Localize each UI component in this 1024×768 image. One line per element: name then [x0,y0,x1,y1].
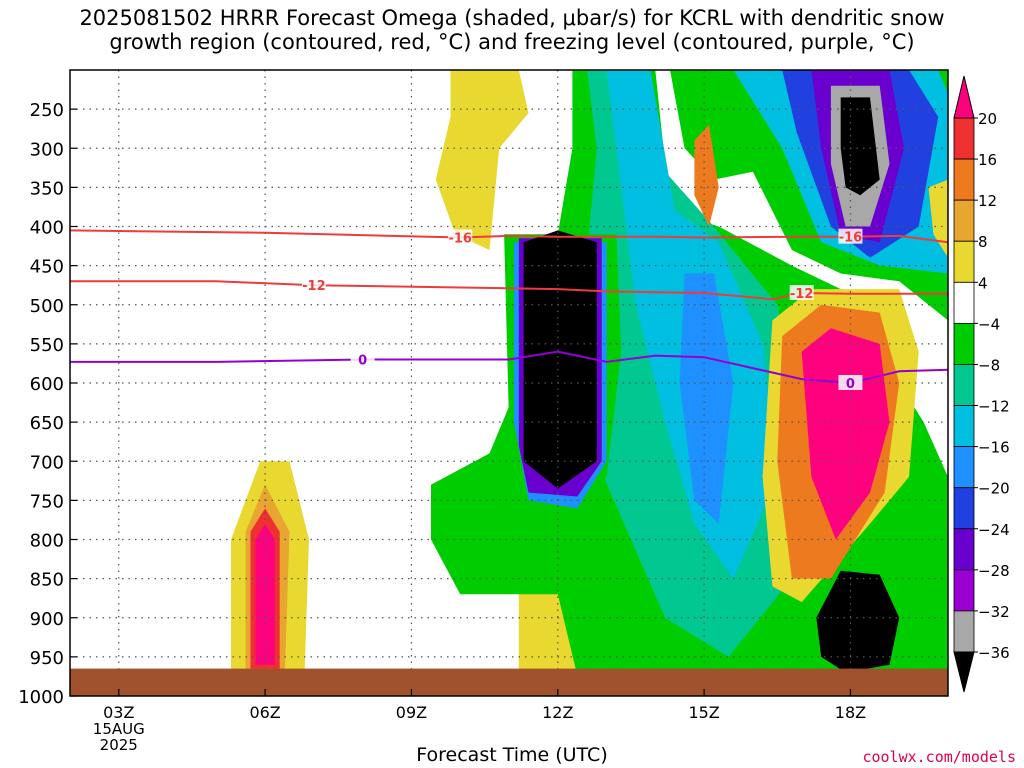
x-tick-label: 09Z [396,703,427,722]
chart-title: 2025081502 HRRR Forecast Omega (shaded, … [0,6,1024,54]
colorbar-label: −28 [978,562,1010,580]
chart-title-line1: 2025081502 HRRR Forecast Omega (shaded, … [79,6,945,30]
colorbar-label: 8 [978,233,988,251]
colorbar-label: −36 [978,644,1010,662]
chart-title-line2: growth region (contoured, red, °C) and f… [109,30,915,54]
colorbar-swatch [953,405,975,448]
x-tick-label: 15Z [688,703,719,722]
omega-shaded-regions [231,70,948,696]
y-tick-label: 850 [30,570,64,591]
contour-label: -12 [790,287,814,302]
pressure-axis: 250 300 350 400 450 500 550 600 650 700 750 800 850 9… [18,100,77,708]
colorbar-swatch [953,610,975,653]
y-tick-label: 950 [30,648,64,669]
contour-label-bg [838,375,863,390]
y-tick-label: 500 [30,296,64,317]
colorbar-bottom-arrow [953,651,975,693]
contour-line-0 [70,229,948,244]
omega-region-15 [840,97,880,196]
contour-label: -16 [448,231,472,246]
contour-label-bg [350,351,375,367]
x-tick-label: 03Z [103,703,134,722]
y-tick-label: 450 [30,257,64,278]
ground-fill [70,668,948,696]
x-date-label: 2025 [100,736,138,754]
omega-region-23 [816,570,900,673]
colorbar-top-arrow [953,75,975,119]
colorbar-label: −8 [978,356,1000,374]
y-tick-label: 700 [30,452,64,473]
y-tick-label: 600 [30,374,64,395]
grid-lines [70,70,948,669]
x-tick-label: 18Z [835,703,866,722]
colorbar-swatch [953,528,975,571]
y-tick-label: 550 [30,335,64,356]
site-credit: coolwx.com/models [862,748,1016,766]
y-tick-label: 1000 [18,687,64,708]
contour-label: -12 [302,279,326,294]
temperature-contours: -16 -16 -12 -12 0 0 [70,228,948,392]
omega-region-5 [255,523,275,665]
omega-region-24 [694,124,719,227]
contour-label: -16 [839,231,863,246]
contour-line-1 [70,280,948,301]
contour-label-bg [448,229,473,245]
colorbar-label: −20 [978,480,1010,498]
colorbar-label: −4 [978,315,1000,333]
x-axis-label: Forecast Time (UTC) [416,744,608,766]
colorbar-label: 4 [978,274,988,292]
y-tick-label: 900 [30,609,64,630]
colorbar-swatch [953,322,975,365]
y-tick-label: 350 [30,178,64,199]
x-date-label: 15AUG [93,720,145,738]
omega-colorbar: 20 16 12 8 4 −4 −8 −12 −16 −20 −24 −28 −32 −36 [953,75,1010,693]
y-tick-label: 750 [30,491,64,512]
omega-region-9 [679,273,734,524]
colorbar-label: −16 [978,439,1010,457]
colorbar-swatch [953,446,975,489]
colorbar-swatch [953,281,975,324]
omega-region-19 [523,230,597,489]
omega-region-25 [928,179,948,258]
y-tick-label: 800 [30,531,64,552]
y-tick-label: 650 [30,413,64,434]
x-tick-label: 12Z [542,703,573,722]
contour-label-bg [838,228,863,244]
colorbar-label: −12 [978,398,1010,416]
colorbar-label: 12 [978,192,997,210]
contour-label: 0 [358,354,367,369]
colorbar-label: 16 [978,151,997,169]
contour-label: 0 [846,377,855,392]
colorbar-swatch [953,240,975,283]
colorbar-swatch [953,117,975,160]
colorbar-swatch [953,487,975,530]
y-tick-label: 300 [30,139,64,160]
y-tick-label: 250 [30,100,64,121]
omega-region-1 [435,70,529,250]
x-tick-label: 06Z [249,703,280,722]
colorbar-label: −24 [978,521,1010,539]
colorbar-swatch [953,199,975,242]
y-tick-label: 400 [30,218,64,239]
colorbar-label: 20 [978,110,997,128]
ground-layer [70,668,948,696]
contour-label-bg [789,285,814,301]
colorbar-swatch [953,364,975,406]
colorbar-label: −32 [978,603,1010,621]
contour-label-bg [301,277,326,293]
colorbar-swatch [953,569,975,612]
colorbar-swatch [953,158,975,201]
